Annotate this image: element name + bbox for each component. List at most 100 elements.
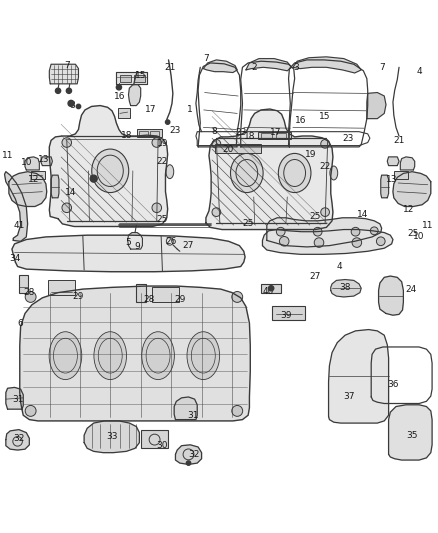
Text: 7: 7 — [379, 63, 385, 72]
Text: 2: 2 — [252, 63, 258, 72]
Text: 9: 9 — [134, 243, 140, 252]
Text: 17: 17 — [270, 128, 281, 137]
Text: 14: 14 — [65, 188, 77, 197]
Text: 28: 28 — [24, 288, 35, 297]
Ellipse shape — [62, 138, 71, 147]
Ellipse shape — [152, 138, 162, 147]
Text: 17: 17 — [145, 104, 156, 114]
Text: 25: 25 — [242, 219, 254, 228]
Ellipse shape — [25, 406, 36, 416]
Text: 8: 8 — [69, 101, 75, 110]
Polygon shape — [400, 157, 415, 170]
Bar — [120, 75, 131, 82]
Bar — [19, 275, 28, 294]
Text: 38: 38 — [339, 283, 351, 292]
Text: 25: 25 — [408, 229, 419, 238]
Polygon shape — [331, 279, 361, 297]
Text: 15: 15 — [135, 71, 146, 80]
Ellipse shape — [370, 227, 378, 235]
Text: 29: 29 — [73, 292, 84, 301]
Bar — [152, 287, 180, 302]
Text: 5: 5 — [126, 238, 131, 247]
Text: 16: 16 — [114, 92, 126, 101]
Text: 25: 25 — [310, 212, 321, 221]
Circle shape — [186, 461, 191, 465]
Bar — [272, 305, 305, 320]
Polygon shape — [49, 64, 78, 84]
Ellipse shape — [321, 208, 329, 216]
Polygon shape — [389, 405, 432, 460]
Polygon shape — [12, 235, 245, 272]
Polygon shape — [127, 232, 142, 249]
Polygon shape — [206, 109, 333, 230]
Text: 35: 35 — [406, 431, 418, 440]
Text: 40: 40 — [263, 287, 274, 296]
Text: 36: 36 — [387, 381, 399, 389]
Bar — [141, 430, 168, 448]
Ellipse shape — [187, 332, 219, 379]
Bar — [118, 108, 130, 118]
Text: 28: 28 — [144, 295, 155, 304]
Bar — [136, 284, 146, 302]
Text: 27: 27 — [183, 241, 194, 250]
Text: 19: 19 — [157, 139, 168, 148]
Ellipse shape — [330, 166, 338, 180]
Polygon shape — [367, 93, 386, 119]
Polygon shape — [174, 397, 197, 419]
Text: 32: 32 — [13, 434, 25, 443]
Ellipse shape — [94, 332, 127, 379]
Polygon shape — [51, 175, 59, 198]
Text: 24: 24 — [406, 285, 417, 294]
Text: 7: 7 — [203, 54, 209, 63]
Ellipse shape — [352, 238, 362, 247]
Ellipse shape — [313, 228, 322, 236]
Ellipse shape — [49, 332, 82, 379]
Polygon shape — [328, 329, 389, 423]
Ellipse shape — [142, 332, 174, 379]
Ellipse shape — [278, 154, 311, 192]
Polygon shape — [387, 157, 399, 166]
Ellipse shape — [232, 406, 243, 416]
Bar — [258, 132, 291, 140]
Text: 39: 39 — [280, 311, 292, 320]
Bar — [394, 171, 408, 179]
Text: 22: 22 — [319, 162, 331, 171]
Text: 21: 21 — [164, 63, 176, 72]
Polygon shape — [293, 57, 361, 73]
Text: 30: 30 — [157, 441, 168, 450]
Bar — [261, 133, 272, 139]
Text: 37: 37 — [344, 392, 355, 401]
Text: 41: 41 — [13, 221, 25, 230]
Text: 21: 21 — [393, 136, 405, 145]
Text: 13: 13 — [38, 156, 49, 165]
Polygon shape — [84, 421, 139, 453]
Text: 19: 19 — [305, 150, 317, 159]
Ellipse shape — [152, 203, 162, 213]
Text: 31: 31 — [187, 411, 198, 420]
Ellipse shape — [212, 208, 221, 216]
Text: 1: 1 — [187, 104, 192, 114]
Ellipse shape — [232, 292, 243, 302]
Text: 18: 18 — [120, 131, 132, 140]
Text: 31: 31 — [12, 394, 23, 403]
Text: 20: 20 — [222, 146, 233, 155]
Bar — [137, 129, 162, 137]
Text: 4: 4 — [416, 67, 422, 76]
Circle shape — [76, 104, 81, 109]
Ellipse shape — [62, 203, 71, 213]
Text: 11: 11 — [2, 151, 13, 160]
Ellipse shape — [276, 228, 285, 236]
Polygon shape — [20, 286, 250, 421]
Text: 12: 12 — [28, 175, 39, 184]
Polygon shape — [176, 445, 201, 464]
Polygon shape — [378, 276, 403, 315]
Ellipse shape — [212, 140, 221, 148]
Polygon shape — [203, 60, 237, 72]
Ellipse shape — [279, 237, 289, 246]
Text: 34: 34 — [9, 254, 20, 263]
Polygon shape — [49, 106, 168, 227]
Ellipse shape — [230, 154, 263, 192]
Ellipse shape — [166, 165, 174, 179]
Text: 4: 4 — [337, 262, 342, 271]
Text: 23: 23 — [170, 126, 181, 135]
